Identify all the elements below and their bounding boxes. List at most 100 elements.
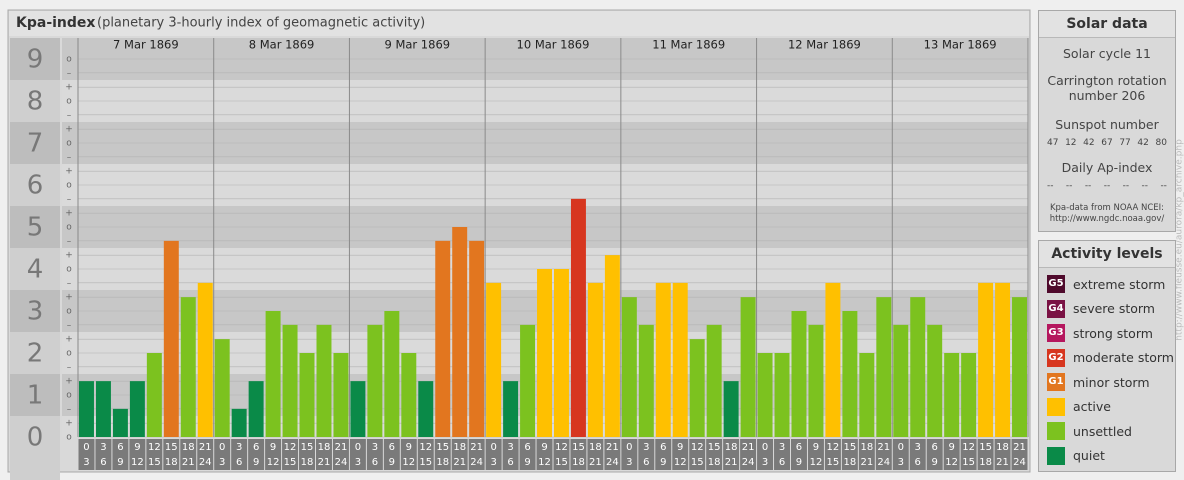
x-tick-label: 12 xyxy=(962,442,975,453)
x-tick-label: 15 xyxy=(827,457,840,468)
y-tick-label: 7 xyxy=(27,129,44,159)
x-tick-label: 12 xyxy=(267,457,280,468)
y-minor-label: o xyxy=(66,97,72,107)
x-tick-box xyxy=(519,439,536,470)
sunspot-value: 80 xyxy=(1155,138,1167,148)
x-tick-box xyxy=(740,439,757,470)
level-item: active xyxy=(1039,395,1175,420)
x-tick-box xyxy=(994,439,1011,470)
x-tick-label: 12 xyxy=(810,457,823,468)
bar xyxy=(621,297,637,437)
level-label: minor storm xyxy=(1073,374,1150,390)
bar xyxy=(1012,297,1027,437)
x-tick-label: 3 xyxy=(915,442,921,453)
y-minor-label: o xyxy=(66,265,72,275)
x-tick-label: 3 xyxy=(898,457,904,468)
x-tick-box xyxy=(655,439,672,470)
bar xyxy=(842,311,858,437)
y-minor-label: – xyxy=(67,236,72,246)
x-tick-label: 18 xyxy=(844,457,857,468)
bar xyxy=(655,282,671,437)
x-tick-label: 0 xyxy=(355,442,361,453)
bar xyxy=(146,353,162,437)
y-minor-label: o xyxy=(66,139,72,149)
x-tick-box xyxy=(485,439,502,470)
x-tick-box xyxy=(536,439,553,470)
x-tick-label: 24 xyxy=(199,457,212,468)
bar xyxy=(961,353,977,437)
x-tick-label: 6 xyxy=(117,442,123,453)
x-tick-label: 9 xyxy=(796,457,802,468)
bar xyxy=(723,381,739,437)
bar xyxy=(808,324,824,437)
band xyxy=(10,248,60,290)
x-tick-box xyxy=(214,439,231,470)
band xyxy=(10,416,60,480)
x-tick-label: 15 xyxy=(555,457,568,468)
day-label: 11 Mar 1869 xyxy=(652,38,725,52)
y-minor-label: + xyxy=(65,293,73,303)
x-tick-label: 9 xyxy=(932,457,938,468)
x-tick-label: 6 xyxy=(507,457,513,468)
x-tick-label: 15 xyxy=(844,442,857,453)
x-tick-label: 9 xyxy=(253,457,259,468)
solar-panel: Solar data Solar cycle 11 Carrington rot… xyxy=(1038,10,1176,232)
x-tick-label: 12 xyxy=(945,457,958,468)
x-tick-box xyxy=(807,439,824,470)
sunspot-value: 77 xyxy=(1119,138,1131,148)
x-tick-box xyxy=(366,439,383,470)
x-tick-label: 18 xyxy=(860,442,873,453)
y-minor-label: o xyxy=(66,181,72,191)
level-swatch xyxy=(1047,397,1065,416)
x-tick-label: 9 xyxy=(813,442,819,453)
x-tick-label: 21 xyxy=(199,442,212,453)
x-tick-box xyxy=(197,439,214,470)
x-tick-label: 6 xyxy=(660,442,666,453)
bar xyxy=(401,353,417,437)
level-swatch xyxy=(1047,446,1065,465)
level-label: severe storm xyxy=(1073,301,1155,317)
y-minor-label: – xyxy=(67,362,72,372)
x-tick-label: 3 xyxy=(83,457,89,468)
y-minor-label: + xyxy=(65,125,73,135)
x-tick-label: 9 xyxy=(677,442,683,453)
note-line: Kpa-data from NOAA NCEI: xyxy=(1049,203,1165,213)
y-tick-label: 5 xyxy=(27,213,44,243)
y-minor-label: + xyxy=(65,335,73,345)
x-tick-label: 21 xyxy=(470,442,483,453)
x-tick-box xyxy=(282,439,299,470)
x-tick-box xyxy=(316,439,332,470)
x-tick-box xyxy=(757,439,774,470)
x-tick-label: 12 xyxy=(148,442,161,453)
x-tick-label: 6 xyxy=(796,442,802,453)
x-tick-label: 12 xyxy=(555,442,568,453)
x-tick-box xyxy=(468,439,485,470)
x-tick-label: 24 xyxy=(742,457,755,468)
x-tick-label: 9 xyxy=(524,457,530,468)
y-minor-label: + xyxy=(65,167,73,177)
band xyxy=(10,38,60,80)
x-tick-box xyxy=(417,439,434,470)
bar xyxy=(554,269,569,437)
x-tick-box xyxy=(383,439,400,470)
bar xyxy=(197,282,213,437)
y-minor-label: + xyxy=(65,83,73,93)
sunspot-value: 12 xyxy=(1065,138,1077,148)
x-tick-label: 15 xyxy=(691,457,704,468)
level-label: extreme storm xyxy=(1073,276,1166,292)
x-tick-label: 24 xyxy=(606,457,619,468)
band xyxy=(10,122,60,164)
ap-value: -- xyxy=(1103,181,1111,191)
x-tick-label: 0 xyxy=(83,442,89,453)
chart-subtitle: (planetary 3-hourly index of geomagnetic… xyxy=(97,16,425,31)
x-tick-label: 3 xyxy=(762,457,768,468)
y-tick-label: 8 xyxy=(27,87,44,117)
bar xyxy=(927,324,943,437)
band xyxy=(10,290,60,332)
x-tick-box xyxy=(95,439,112,470)
x-tick-box xyxy=(960,439,977,470)
bar xyxy=(486,282,502,437)
x-tick-box xyxy=(248,439,265,470)
